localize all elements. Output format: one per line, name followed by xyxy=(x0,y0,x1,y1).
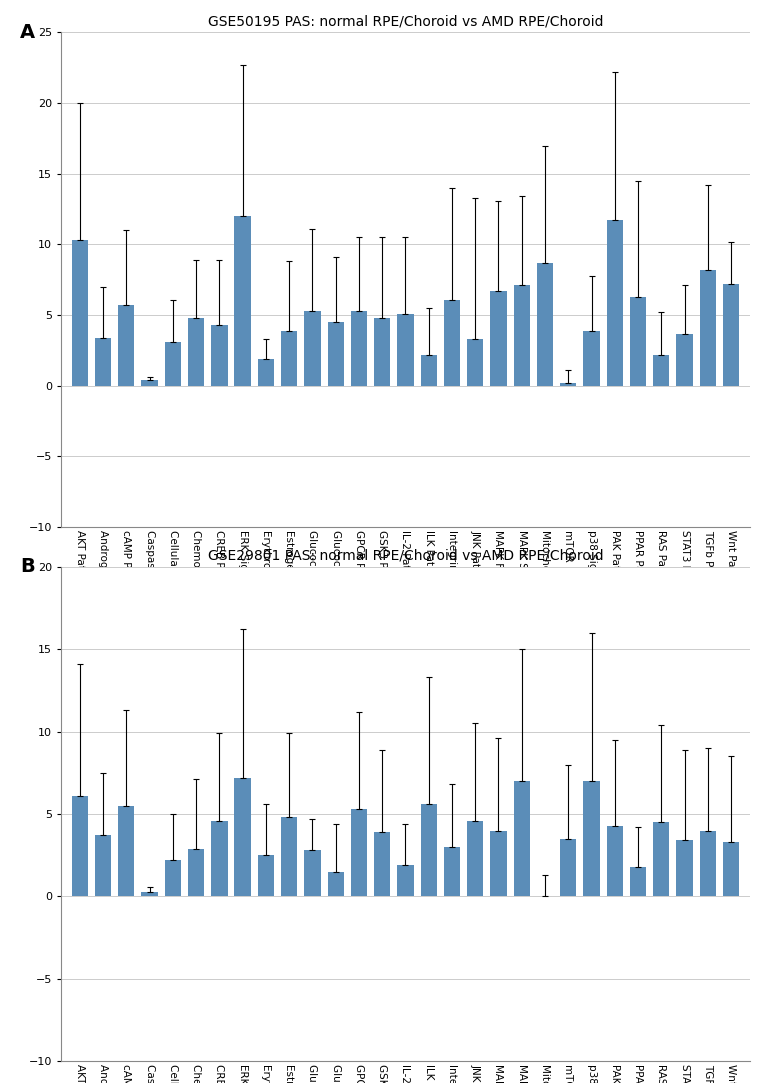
Bar xyxy=(607,825,623,897)
Bar xyxy=(630,297,646,386)
Bar xyxy=(211,821,227,897)
Bar xyxy=(164,342,181,386)
Bar xyxy=(72,796,88,897)
Bar xyxy=(304,311,321,386)
Title: GSE50195 PAS: normal RPE/Choroid vs AMD RPE/Choroid: GSE50195 PAS: normal RPE/Choroid vs AMD … xyxy=(208,14,603,28)
Bar xyxy=(467,339,483,386)
Bar xyxy=(72,240,88,386)
Bar xyxy=(118,305,135,386)
Text: A: A xyxy=(20,23,35,41)
Bar xyxy=(560,838,576,897)
Bar xyxy=(374,832,390,897)
Bar xyxy=(630,866,646,897)
Bar xyxy=(653,822,669,897)
Bar xyxy=(607,221,623,386)
Bar xyxy=(258,358,274,386)
Bar xyxy=(584,330,600,386)
Bar xyxy=(235,778,251,897)
Bar xyxy=(351,311,367,386)
Bar xyxy=(142,891,158,897)
Bar xyxy=(537,263,553,386)
Bar xyxy=(444,847,460,897)
Bar xyxy=(327,323,343,386)
Bar xyxy=(235,217,251,386)
Bar xyxy=(513,286,530,386)
Bar xyxy=(374,318,390,386)
Bar xyxy=(397,865,414,897)
Bar xyxy=(700,831,716,897)
Bar xyxy=(95,835,111,897)
Bar xyxy=(676,840,693,897)
Text: B: B xyxy=(20,557,34,576)
Bar xyxy=(723,284,739,386)
Bar xyxy=(444,300,460,386)
Bar xyxy=(560,383,576,386)
Bar xyxy=(188,849,204,897)
Bar xyxy=(211,325,227,386)
Bar xyxy=(467,821,483,897)
Bar xyxy=(653,355,669,386)
Bar xyxy=(421,804,437,897)
Bar xyxy=(700,270,716,386)
Bar xyxy=(118,806,135,897)
Bar xyxy=(676,334,693,386)
Bar xyxy=(351,809,367,897)
Bar xyxy=(513,781,530,897)
Bar xyxy=(584,781,600,897)
Bar xyxy=(490,831,506,897)
Bar xyxy=(281,330,298,386)
Title: GSE29801 PAS: normal RPE/Choroid vs AMD RPE/Choroid: GSE29801 PAS: normal RPE/Choroid vs AMD … xyxy=(207,549,604,563)
Bar xyxy=(188,318,204,386)
Bar xyxy=(304,850,321,897)
Bar xyxy=(142,380,158,386)
Bar xyxy=(421,355,437,386)
Bar xyxy=(397,314,414,386)
Bar xyxy=(723,843,739,897)
Bar xyxy=(490,291,506,386)
Bar xyxy=(281,818,298,897)
Bar xyxy=(327,872,343,897)
Bar xyxy=(164,860,181,897)
Bar xyxy=(258,856,274,897)
Bar xyxy=(95,338,111,386)
